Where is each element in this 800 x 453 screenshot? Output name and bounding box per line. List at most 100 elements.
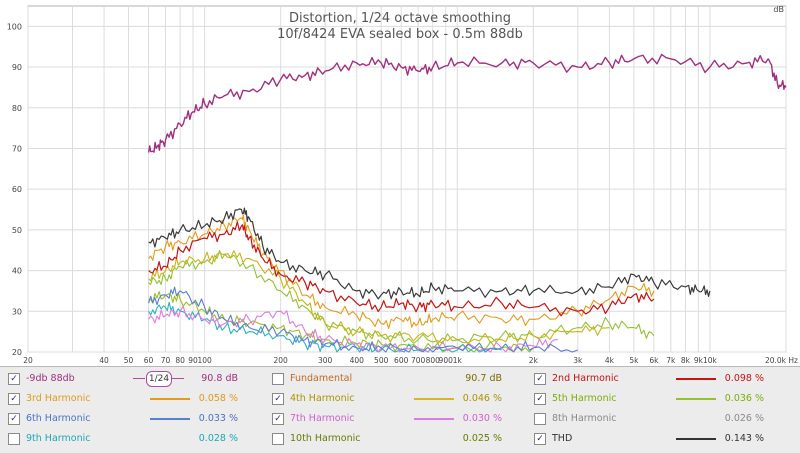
x-tick-label: 700 — [411, 356, 426, 365]
legend-panel: ✓ -9db 88db 1/24 90.8 dB Fundamental 90.… — [0, 366, 800, 453]
legend-swatch — [414, 398, 454, 400]
legend-item-2nd-harmonic[interactable]: ✓ 2nd Harmonic 0.098 % — [534, 369, 794, 389]
x-tick-label: 800 — [426, 356, 441, 365]
legend-item-3rd-harmonic[interactable]: ✓ 3rd Harmonic 0.058 % — [8, 389, 268, 409]
x-tick-label: 5k — [629, 356, 639, 365]
legend-item-thd[interactable]: ✓ THD 0.143 % — [534, 429, 794, 449]
checkbox[interactable]: ✓ — [8, 373, 20, 385]
legend-item-7th-harmonic[interactable]: ✓ 7th Harmonic 0.030 % — [272, 409, 532, 429]
legend-item-8th-harmonic[interactable]: 8th Harmonic 0.026 % — [534, 409, 794, 429]
legend-item-4th-harmonic[interactable]: ✓ 4th Harmonic 0.046 % — [272, 389, 532, 409]
x-tick-label: 400 — [350, 356, 365, 365]
smoothing-line — [172, 378, 184, 379]
x-tick-label: 500 — [374, 356, 389, 365]
legend-value: 90.7 dB — [465, 373, 502, 384]
x-tick-label: 200 — [274, 356, 289, 365]
legend-value: 0.033 % — [198, 413, 238, 424]
x-tick-label: 2k — [529, 356, 539, 365]
legend-item-10th-harmonic[interactable]: 10th Harmonic 0.025 % — [272, 429, 532, 449]
legend-value: 0.058 % — [198, 393, 238, 404]
y-tick-label: 90 — [12, 63, 22, 72]
series-line-6th-harmonic — [148, 286, 578, 353]
legend-label: 9th Harmonic — [26, 433, 91, 444]
x-tick-label: 4k — [605, 356, 615, 365]
legend-value: 90.8 dB — [201, 373, 238, 384]
x-tick-label: 8k — [681, 356, 691, 365]
y-tick-label: 30 — [12, 307, 22, 316]
series-line--9db-88db — [147, 53, 787, 153]
legend-item-6th-harmonic[interactable]: ✓ 6th Harmonic 0.033 % — [8, 409, 268, 429]
legend-item-fundamental[interactable]: Fundamental 90.7 dB — [272, 369, 532, 389]
legend-label: 8th Harmonic — [552, 413, 617, 424]
x-tick-label: 20 — [23, 356, 33, 365]
legend-value: 0.036 % — [724, 393, 764, 404]
x-tick-label: 1k — [453, 356, 463, 365]
legend-value: 0.030 % — [462, 413, 502, 424]
smoothing-selector[interactable]: 1/24 — [146, 371, 172, 387]
x-tick-label: 20.0k Hz — [765, 356, 798, 365]
legend-label: 2nd Harmonic — [552, 373, 619, 384]
y-tick-label: 60 — [12, 185, 22, 194]
x-tick-label: 600 — [394, 356, 409, 365]
legend-swatch — [150, 398, 190, 400]
chart-title: Distortion, 1/24 octave smoothing — [289, 11, 511, 26]
x-tick-label: 300 — [318, 356, 333, 365]
legend-label: 3rd Harmonic — [26, 393, 91, 404]
legend-value: 0.143 % — [724, 433, 764, 444]
series-line-10th-harmonic — [148, 291, 534, 353]
x-tick-label: 70 — [161, 356, 171, 365]
legend-label: 10th Harmonic — [290, 433, 361, 444]
x-tick-label: 80 — [175, 356, 185, 365]
checkbox[interactable]: ✓ — [534, 393, 546, 405]
checkbox[interactable] — [8, 433, 20, 445]
series-line-3rd-harmonic — [148, 214, 655, 329]
checkbox[interactable] — [534, 413, 546, 425]
x-tick-label: 90 — [188, 356, 198, 365]
legend-value: 0.098 % — [724, 373, 764, 384]
y-tick-label: 20 — [12, 348, 22, 357]
x-tick-label: 40 — [99, 356, 109, 365]
x-tick-label: 900 — [439, 356, 454, 365]
chart-series-lines — [147, 53, 787, 353]
legend-label: 6th Harmonic — [26, 413, 91, 424]
x-tick-label: 6k — [649, 356, 659, 365]
legend-value: 0.046 % — [462, 393, 502, 404]
legend-swatch — [676, 378, 716, 380]
legend-swatch — [150, 418, 190, 420]
legend-item-5th-harmonic[interactable]: ✓ 5th Harmonic 0.036 % — [534, 389, 794, 409]
y-tick-label: 80 — [12, 104, 22, 113]
legend-value: 0.025 % — [462, 433, 502, 444]
x-tick-label: 7k — [666, 356, 676, 365]
legend-label: 7th Harmonic — [290, 413, 355, 424]
x-tick-label: 10k — [703, 356, 718, 365]
smoothing-line — [133, 378, 145, 379]
checkbox[interactable] — [272, 433, 284, 445]
legend-value: 0.028 % — [198, 433, 238, 444]
legend-swatch — [676, 398, 716, 400]
x-tick-label: 50 — [124, 356, 134, 365]
legend-swatch — [414, 418, 454, 420]
legend-label: THD — [552, 433, 573, 444]
x-tick-label: 3k — [573, 356, 583, 365]
checkbox[interactable]: ✓ — [534, 373, 546, 385]
chart-subtitle: 10f/8424 EVA sealed box - 0.5m 88db — [277, 27, 523, 42]
checkbox[interactable]: ✓ — [272, 413, 284, 425]
checkbox[interactable]: ✓ — [534, 433, 546, 445]
legend-item-9db[interactable]: ✓ -9db 88db 1/24 90.8 dB — [8, 369, 268, 389]
x-tick-label: 9k — [694, 356, 704, 365]
series-line-2nd-harmonic — [148, 221, 655, 317]
checkbox[interactable]: ✓ — [272, 393, 284, 405]
checkbox[interactable] — [272, 373, 284, 385]
y-tick-label: 100 — [7, 22, 22, 31]
x-tick-label: 60 — [144, 356, 154, 365]
legend-label: -9db 88db — [26, 373, 75, 384]
series-line-thd — [148, 207, 711, 300]
checkbox[interactable]: ✓ — [8, 413, 20, 425]
checkbox[interactable]: ✓ — [8, 393, 20, 405]
legend-swatch — [676, 438, 716, 440]
legend-label: 5th Harmonic — [552, 393, 617, 404]
series-line-4th-harmonic — [148, 250, 610, 345]
legend-item-9th-harmonic[interactable]: 9th Harmonic 0.028 % — [8, 429, 268, 449]
legend-label: Fundamental — [290, 373, 353, 384]
